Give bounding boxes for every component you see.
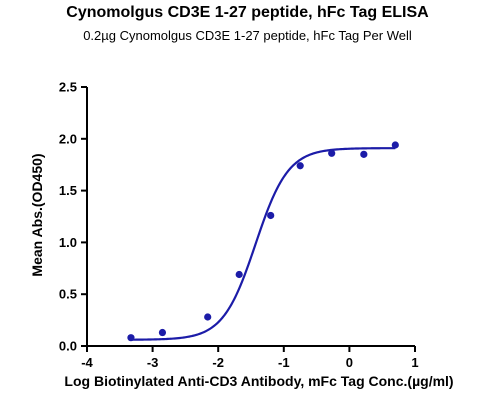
- y-tick-label: 2.5: [59, 80, 77, 95]
- data-point: [267, 211, 275, 220]
- data-point: [158, 328, 167, 337]
- x-tick-label: -4: [81, 355, 93, 370]
- data-point: [328, 149, 336, 157]
- y-axis-title: Mean Abs.(OD450): [29, 153, 45, 276]
- y-tick-label: 0.0: [59, 339, 77, 354]
- data-point: [127, 334, 135, 342]
- x-tick-label: 1: [411, 355, 418, 370]
- data-points-layer: [127, 141, 399, 342]
- data-point: [204, 313, 212, 321]
- y-tick-label: 1.5: [59, 183, 77, 198]
- chart-title: Cynomolgus CD3E 1-27 peptide, hFc Tag EL…: [66, 4, 429, 21]
- data-point: [391, 141, 399, 149]
- y-tick-label: 2.0: [59, 131, 77, 146]
- x-tick-label: 0: [346, 355, 353, 370]
- x-tick-label: -2: [212, 355, 224, 370]
- fit-curve: [130, 147, 396, 341]
- chart-subtitle: 0.2µg Cynomolgus CD3E 1-27 peptide, hFc …: [83, 28, 412, 43]
- fit-curve-layer: [130, 147, 396, 341]
- x-axis-title: Log Biotinylated Anti-CD3 Antibody, mFc …: [64, 373, 453, 389]
- x-tick-label: -1: [278, 355, 290, 370]
- data-point: [360, 150, 368, 158]
- data-point: [296, 162, 304, 170]
- x-tick-label: -3: [147, 355, 159, 370]
- y-tick-label: 0.5: [59, 287, 77, 302]
- y-tick-label: 1.0: [59, 235, 77, 250]
- axes: 0.0 0.5 1.0 1.5 2.0 2.5 -4 -3 -2 -1 0 1: [59, 80, 419, 371]
- data-point: [235, 270, 243, 279]
